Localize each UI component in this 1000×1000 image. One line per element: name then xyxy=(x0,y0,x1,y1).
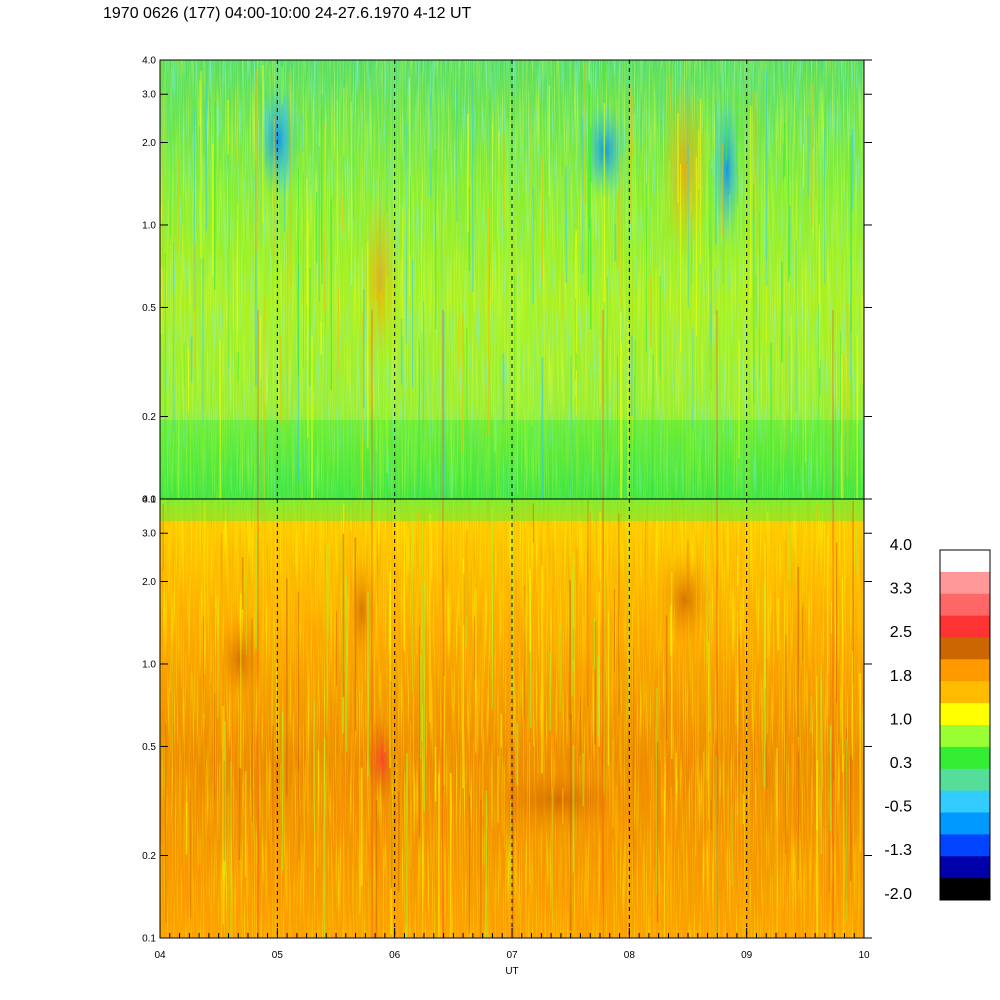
colorbar-label: 2.5 xyxy=(890,624,912,641)
orange-patch-085 xyxy=(660,80,710,260)
upper-ytick-label: 2.0 xyxy=(142,138,156,149)
upper-ytick-label: 0.2 xyxy=(142,412,156,423)
x-axis-label: UT xyxy=(505,966,518,977)
upper-ytick-label: 0.1 xyxy=(142,495,156,506)
colorbar-segment xyxy=(940,659,990,682)
colorbar-segment xyxy=(940,593,990,617)
blue-patch-088 xyxy=(713,90,741,250)
dark-patch-085 xyxy=(655,550,715,650)
lower-ytick-label: 1.0 xyxy=(142,659,156,670)
colorbar-label: 0.3 xyxy=(890,755,912,772)
colorbar-segment xyxy=(940,681,990,704)
lower-ytick-label: 0.5 xyxy=(142,742,156,753)
lower-ytick-label: 0.1 xyxy=(142,934,156,945)
colorbar-segment xyxy=(940,637,990,660)
chart-title: 1970 0626 (177) 04:00-10:00 24-27.6.1970… xyxy=(103,5,472,22)
xtick-label: 07 xyxy=(506,950,518,961)
hour-dashed-lines xyxy=(276,60,748,938)
dark-patch-mid xyxy=(470,760,650,840)
lower-ytick-label: 2.0 xyxy=(142,577,156,588)
colorbar-segment xyxy=(940,812,990,835)
colorbar-label: 1.8 xyxy=(890,668,912,685)
colorbar-label: 4.0 xyxy=(890,537,912,554)
vertical-streaks xyxy=(159,61,863,938)
upper-ytick-label: 1.0 xyxy=(142,220,156,231)
colorbar-segment xyxy=(940,725,990,748)
colorbar-segment xyxy=(940,856,990,879)
lower-ytick-label: 4.0 xyxy=(142,495,156,506)
lower-ytick-label: 0.2 xyxy=(142,851,156,862)
red-patch-060 xyxy=(368,715,396,805)
colorbar-label: 3.3 xyxy=(890,581,912,598)
colorbar-segment xyxy=(940,571,990,595)
colorbar-segment xyxy=(940,878,990,901)
colorbar-segment xyxy=(940,550,990,573)
colorbar-segment xyxy=(940,790,990,814)
colorbar-frame xyxy=(939,549,991,901)
colorbar-segment xyxy=(940,746,990,770)
upper-ytick-label: 4.0 xyxy=(142,56,156,67)
colorbar-label: -1.3 xyxy=(884,842,912,859)
colorbar-label: -0.5 xyxy=(884,799,912,816)
colorbar-segment xyxy=(940,768,990,792)
colorbar-label: 1.0 xyxy=(890,711,912,728)
xtick-label: 08 xyxy=(624,950,636,961)
axes: 0.10.20.51.02.03.04.00.10.20.51.02.03.04… xyxy=(142,56,872,977)
colorbar-label: -2.0 xyxy=(884,886,912,903)
colorbar: 4.0 3.3 2.5 1.8 1.0 0.3 -0.5 -1.3 -2.0 xyxy=(884,537,991,903)
lower-ytick-label: 3.0 xyxy=(142,529,156,540)
blue-patch-05 xyxy=(256,80,300,200)
colorbar-segment xyxy=(940,615,990,639)
xtick-label: 06 xyxy=(389,950,401,961)
xtick-label: 10 xyxy=(858,950,870,961)
colorbar-segment xyxy=(940,703,990,726)
xtick-label: 04 xyxy=(154,950,166,961)
upper-ytick-label: 3.0 xyxy=(142,90,156,101)
upper-ytick-label: 0.5 xyxy=(142,303,156,314)
colorbar-segment xyxy=(940,834,990,857)
xtick-label: 05 xyxy=(272,950,284,961)
xtick-label: 09 xyxy=(741,950,753,961)
